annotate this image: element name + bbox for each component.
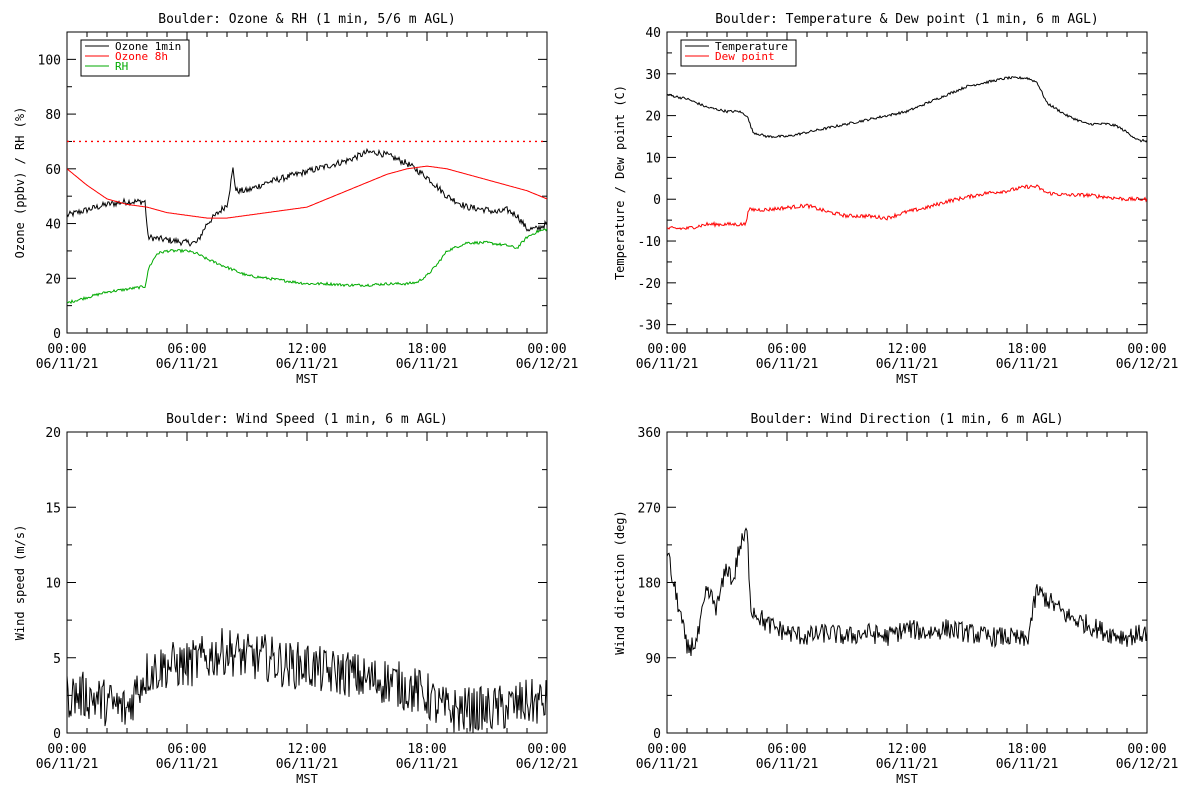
x-tick-label: 18:00 (1007, 742, 1046, 757)
x-tick-label: 06/11/21 (636, 757, 699, 772)
x-tick-label: 12:00 (287, 342, 326, 357)
chart-panel-3: Boulder: Wind Speed (1 min, 6 m AGL) 0 5 10… (13, 412, 578, 786)
x-tick-label: 06/12/21 (1116, 357, 1179, 372)
series-line-2 (667, 184, 1147, 231)
y-tick-label: 15 (45, 501, 61, 516)
x-tick-label: 06/12/21 (1116, 757, 1179, 772)
x-tick-label: 00:00 (647, 342, 686, 357)
y-tick-label: 80 (45, 108, 61, 123)
y-tick-label: 0 (53, 327, 61, 342)
chart-title: Boulder: Wind Direction (1 min, 6 m AGL) (750, 412, 1063, 427)
x-tick-label: 06/11/21 (36, 357, 99, 372)
x-tick-label: 00:00 (1127, 742, 1166, 757)
x-tick-label: 18:00 (407, 342, 446, 357)
legend-label: Temperature (715, 40, 788, 53)
legend-box (680, 39, 797, 67)
x-tick-label: 06:00 (767, 742, 806, 757)
x-tick-label: 06:00 (767, 342, 806, 357)
x-axis-label: MST (296, 772, 318, 786)
x-tick-label: 06/11/21 (876, 757, 939, 772)
x-tick-label: 06/11/21 (276, 757, 339, 772)
x-tick-label: 18:00 (1007, 342, 1046, 357)
y-tick-label: -20 (638, 277, 661, 292)
y-tick-label: 0 (53, 727, 61, 742)
x-tick-label: 06/11/21 (636, 357, 699, 372)
x-tick-label: 12:00 (887, 342, 926, 357)
series-line-2 (67, 165, 547, 219)
y-tick-label: 10 (645, 151, 661, 166)
x-tick-label: 06/11/21 (396, 757, 459, 772)
plot-frame (666, 431, 1148, 734)
legend-label: Ozone 8h (115, 50, 168, 63)
x-tick-label: 06:00 (167, 342, 206, 357)
y-tick-label: 20 (645, 110, 661, 125)
y-tick-label: 40 (645, 26, 661, 41)
y-tick-label: 360 (638, 426, 661, 441)
x-tick-label: 06/12/21 (516, 357, 579, 372)
x-tick-label: 18:00 (407, 742, 446, 757)
x-axis-label: MST (896, 372, 918, 386)
x-tick-label: 00:00 (47, 342, 86, 357)
legend-label: Dew point (715, 50, 775, 63)
x-tick-label: 00:00 (1127, 342, 1166, 357)
x-tick-label: 12:00 (287, 742, 326, 757)
chart-panel-1: Boulder: Ozone & RH (1 min, 5/6 m AGL) 0 2… (13, 12, 578, 386)
legend-label: Ozone 1min (115, 40, 181, 53)
x-tick-label: 00:00 (527, 342, 566, 357)
y-tick-label: 20 (45, 426, 61, 441)
legend-label: RH (115, 60, 128, 73)
x-tick-label: 06/11/21 (396, 357, 459, 372)
chart-title: Boulder: Wind Speed (1 min, 6 m AGL) (166, 412, 448, 427)
y-tick-label: 40 (45, 218, 61, 233)
series-line-3 (67, 228, 547, 305)
x-tick-label: 00:00 (647, 742, 686, 757)
chart-title: Boulder: Temperature & Dew point (1 min,… (715, 12, 1099, 27)
x-tick-label: 06/11/21 (156, 357, 219, 372)
y-tick-label: 60 (45, 163, 61, 178)
y-tick-label: 270 (638, 501, 661, 516)
chart-panel-2: Boulder: Temperature & Dew point (1 min,… (613, 12, 1178, 386)
chart-panel-4: Boulder: Wind Direction (1 min, 6 m AGL)… (613, 412, 1178, 786)
x-tick-label: 12:00 (887, 742, 926, 757)
y-tick-label: 0 (653, 727, 661, 742)
x-tick-label: 00:00 (527, 742, 566, 757)
y-tick-label: 0 (653, 193, 661, 208)
chart-title: Boulder: Ozone & RH (1 min, 5/6 m AGL) (158, 12, 455, 27)
y-axis-label: Wind direction (deg) (613, 510, 627, 655)
x-axis-label: MST (896, 772, 918, 786)
plot-frame (666, 31, 1148, 334)
y-tick-label: -10 (638, 235, 661, 250)
plot-frame (66, 431, 548, 734)
y-tick-label: 30 (645, 68, 661, 83)
y-tick-label: 100 (38, 53, 61, 68)
y-tick-label: 180 (638, 577, 661, 592)
x-axis-label: MST (296, 372, 318, 386)
x-tick-label: 06/11/21 (756, 757, 819, 772)
y-tick-label: 5 (53, 652, 61, 667)
x-tick-label: 06/11/21 (756, 357, 819, 372)
y-tick-label: 10 (45, 577, 61, 592)
x-tick-label: 06/11/21 (36, 757, 99, 772)
y-axis-label: Wind speed (m/s) (13, 525, 27, 641)
x-tick-label: 06/11/21 (876, 357, 939, 372)
series-line-1 (67, 628, 547, 733)
y-tick-label: 20 (45, 272, 61, 287)
series-line-1 (667, 527, 1147, 657)
y-axis-label: Temperature / Dew point (C) (613, 85, 627, 280)
x-tick-label: 06/11/21 (276, 357, 339, 372)
series-line-1 (67, 147, 547, 247)
x-tick-label: 06/11/21 (156, 757, 219, 772)
x-tick-label: 06/11/21 (996, 357, 1059, 372)
y-axis-label: Ozone (ppbv) / RH (%) (13, 107, 27, 259)
x-tick-label: 06/11/21 (996, 757, 1059, 772)
x-tick-label: 00:00 (47, 742, 86, 757)
series-line-1 (667, 75, 1147, 143)
x-tick-label: 06:00 (167, 742, 206, 757)
y-tick-label: 90 (645, 652, 661, 667)
x-tick-label: 06/12/21 (516, 757, 579, 772)
y-tick-label: -30 (638, 319, 661, 334)
